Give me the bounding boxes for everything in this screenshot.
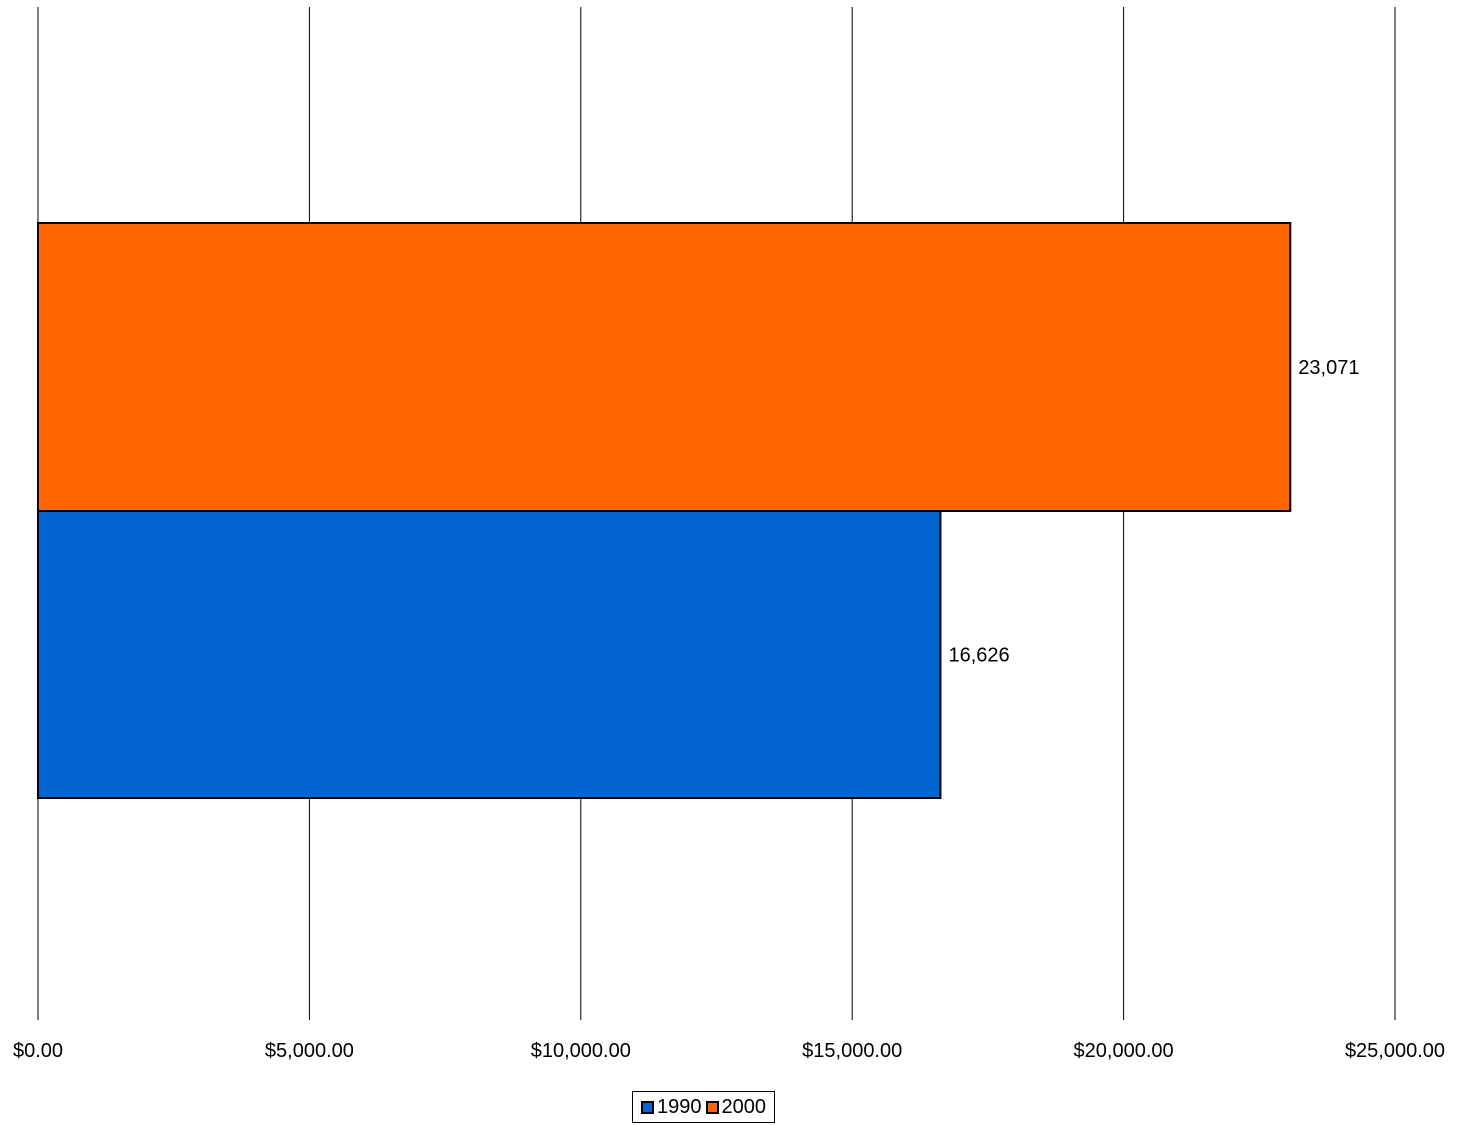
bar-1990 [37,510,942,799]
legend-swatch-1990 [641,1100,654,1114]
legend-label-2000: 2000 [721,1096,767,1118]
x-tick-label: $15,000.00 [802,1040,902,1062]
x-tick-label: $10,000.00 [531,1040,631,1062]
x-tick-label: $25,000.00 [1345,1040,1445,1062]
data-label-1990: 16,626 [948,645,1009,667]
bar-2000 [37,222,1292,512]
x-tick-label: $0.00 [13,1040,63,1062]
x-tick-label: $5,000.00 [265,1040,354,1062]
data-labels: 23,071 16,626 [948,357,1359,667]
bars [37,222,1292,799]
legend-swatch-2000 [705,1100,719,1114]
legend-item-1990: 1990 [641,1097,702,1117]
legend-item-2000: 2000 [705,1096,767,1118]
legend: 1990 2000 [632,1091,775,1123]
x-axis-ticks: $0.00 $5,000.00 $10,000.00 $15,000.00 $20,00… [13,1040,1445,1062]
x-tick-label: $20,000.00 [1074,1040,1174,1062]
legend-label-1990: 1990 [657,1096,702,1118]
data-label-2000: 23,071 [1298,357,1359,379]
